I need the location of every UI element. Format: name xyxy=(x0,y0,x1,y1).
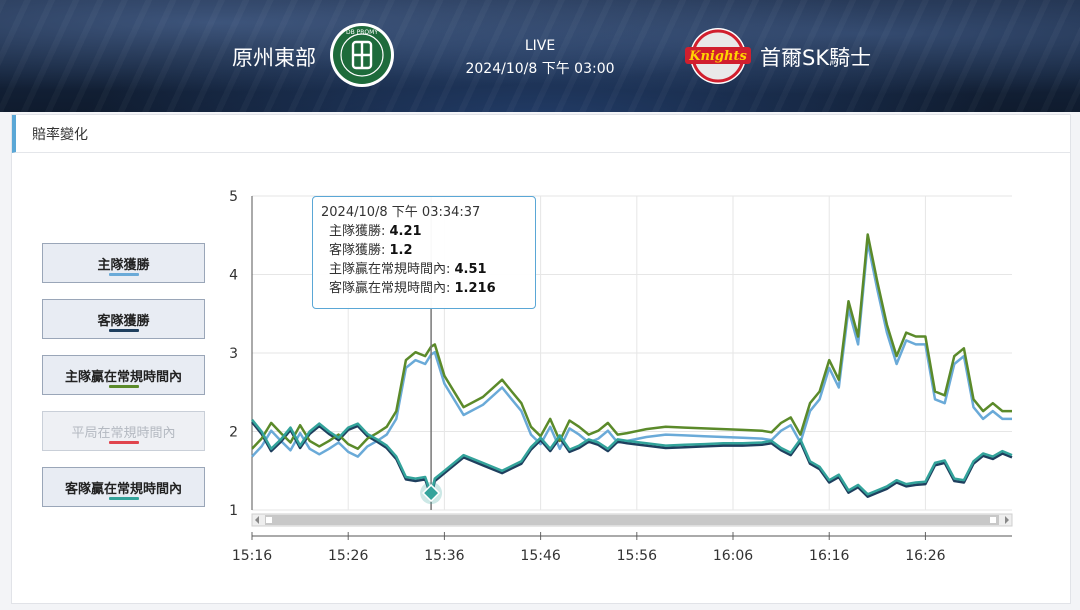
y-tick-label: 4 xyxy=(229,268,238,284)
x-tick-label: 16:16 xyxy=(809,548,849,564)
legend-label: 主隊贏在常規時間內 xyxy=(64,370,182,385)
x-tick-label: 15:16 xyxy=(232,548,272,564)
legend-home-win[interactable]: 主隊獲勝 xyxy=(42,243,205,283)
tooltip-row: 客隊贏在常規時間內: 1.216 xyxy=(329,281,496,296)
legend-label: 客隊獲勝 xyxy=(97,314,150,329)
tooltip-row: 客隊獲勝: 1.2 xyxy=(329,243,413,258)
legend-swatch xyxy=(109,273,139,276)
home-team-name: 原州東部 xyxy=(232,46,316,70)
legend-swatch xyxy=(109,497,139,500)
legend-draw-regular[interactable]: 平局在常規時間內 xyxy=(42,411,205,451)
x-tick-label: 15:46 xyxy=(520,548,560,564)
tooltip-row: 主隊獲勝: 4.21 xyxy=(329,224,422,239)
legend-swatch xyxy=(109,329,139,332)
tooltip-row: 主隊贏在常規時間內: 4.51 xyxy=(329,262,487,277)
legend-swatch xyxy=(109,441,139,444)
series-line-2 xyxy=(251,233,1012,451)
scrollbar-handle-right[interactable] xyxy=(990,517,996,523)
x-tick-label: 16:26 xyxy=(905,548,945,564)
x-tick-label: 15:36 xyxy=(424,548,464,564)
y-tick-label: 3 xyxy=(229,346,238,362)
x-tick-label: 16:06 xyxy=(713,548,753,564)
legend-label: 平局在常規時間內 xyxy=(71,426,176,441)
match-header: 原州東部 DB PROMY LIVE 2024/10/8 下午 03:00 Kn… xyxy=(0,0,1080,112)
card-title-bar: 賠率變化 xyxy=(12,115,1070,153)
home-team-logo: DB PROMY xyxy=(330,23,394,87)
tooltip-time: 2024/10/8 下午 03:34:37 xyxy=(321,205,481,220)
chart-tooltip: 2024/10/8 下午 03:34:37 主隊獲勝: 4.21 客隊獲勝: 1… xyxy=(312,196,536,309)
home-logo-text: DB PROMY xyxy=(346,29,378,36)
series-line-1 xyxy=(251,421,1013,498)
legend-away-regular[interactable]: 客隊贏在常規時間內 xyxy=(42,467,205,507)
legend-away-win[interactable]: 客隊獲勝 xyxy=(42,299,205,339)
x-tick-label: 15:56 xyxy=(617,548,657,564)
y-axis: 1 2 3 4 5 xyxy=(229,189,253,519)
scroll-left-icon[interactable] xyxy=(255,516,259,524)
away-team-name: 首爾SK騎士 xyxy=(760,46,872,70)
x-tick-label: 15:26 xyxy=(328,548,368,564)
y-tick-label: 5 xyxy=(229,189,238,205)
away-logo-text: Knights xyxy=(688,49,747,64)
card-title: 賠率變化 xyxy=(32,127,88,143)
scrollbar-thumb[interactable] xyxy=(265,515,999,525)
y-tick-label: 1 xyxy=(229,503,238,519)
scrollbar-handle-left[interactable] xyxy=(266,517,272,523)
x-axis: 15:16 15:26 15:36 15:46 15:56 16:06 16:16 16:26 xyxy=(232,532,1012,564)
series-line-0 xyxy=(251,241,1012,458)
match-status: LIVE xyxy=(524,38,556,54)
legend-label: 主隊獲勝 xyxy=(97,258,150,273)
legend-label: 客隊贏在常規時間內 xyxy=(64,482,182,497)
legend-swatch xyxy=(109,385,139,388)
scroll-right-icon[interactable] xyxy=(1005,516,1009,524)
legend-home-regular[interactable]: 主隊贏在常規時間內 xyxy=(42,355,205,395)
y-tick-label: 2 xyxy=(229,425,238,441)
hover-marker xyxy=(422,483,441,503)
match-datetime: 2024/10/8 下午 03:00 xyxy=(465,61,615,77)
series-line-3 xyxy=(251,418,1013,496)
chart-scrollbar xyxy=(251,513,1013,527)
away-team-logo: Knights xyxy=(685,28,751,84)
chart-series xyxy=(251,233,1013,498)
